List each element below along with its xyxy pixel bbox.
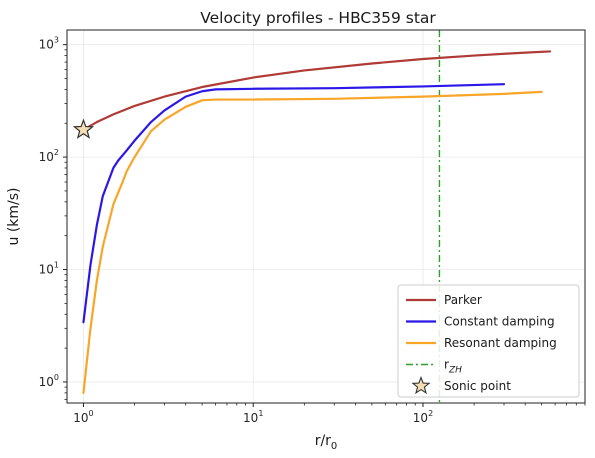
y-axis-label: u (km/s) bbox=[6, 187, 22, 245]
series-layer bbox=[82, 50, 552, 394]
legend-label: Constant damping bbox=[444, 315, 555, 329]
y-tick-label: 103 bbox=[39, 36, 59, 52]
series-line-resonant-damping bbox=[82, 90, 543, 394]
series-line-constant-damping bbox=[82, 83, 506, 324]
sonic-point-star-marker bbox=[72, 118, 95, 139]
legend-star-swatch bbox=[411, 375, 431, 395]
x-tick-label: 100 bbox=[73, 409, 93, 425]
grid-lines bbox=[67, 30, 585, 403]
x-tick-label: 101 bbox=[243, 409, 263, 425]
y-tick-label: 101 bbox=[39, 261, 59, 277]
x-tick-label: 102 bbox=[413, 409, 433, 425]
x-axis-label: r/r0 bbox=[315, 433, 338, 452]
chart-title: Velocity profiles - HBC359 star bbox=[200, 9, 436, 27]
legend: Parker Constant damping Resonant damping rZ… bbox=[397, 284, 580, 398]
y-tick-label: 100 bbox=[39, 373, 59, 389]
legend-label: Sonic point bbox=[444, 379, 511, 393]
series-line-parker bbox=[82, 50, 552, 131]
legend-box bbox=[397, 284, 580, 398]
legend-label: rZH bbox=[444, 358, 462, 376]
marker-layer bbox=[72, 118, 95, 139]
axis-ticks: 100 101 102 100 101 102 103 bbox=[39, 36, 586, 425]
y-tick-label: 102 bbox=[39, 148, 59, 164]
legend-label: Parker bbox=[444, 293, 482, 307]
legend-label: Resonant damping bbox=[444, 336, 557, 350]
plot-area-frame bbox=[66, 29, 586, 404]
